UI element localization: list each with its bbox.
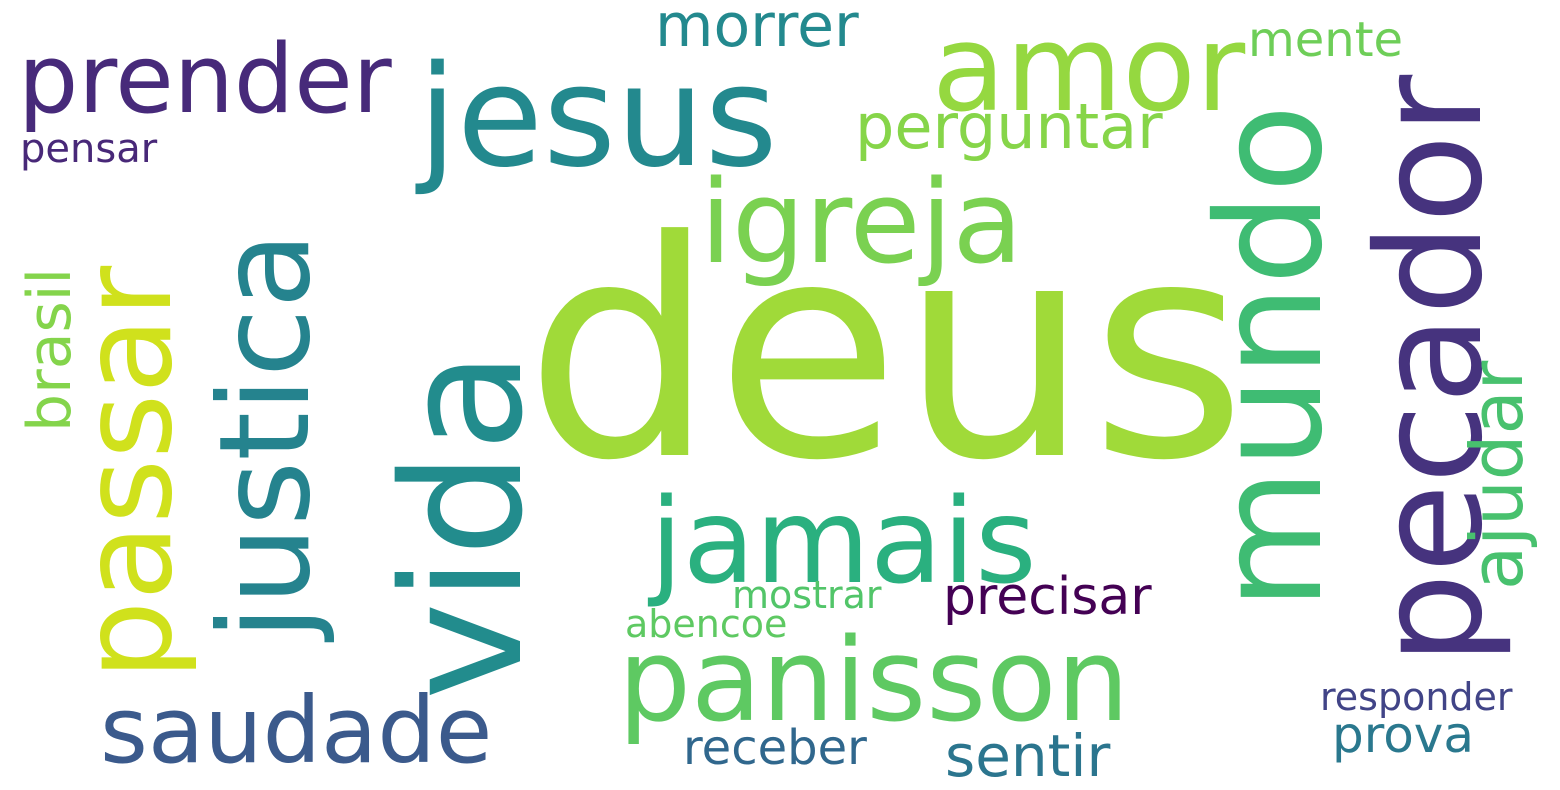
word-amor: amor <box>932 0 1246 139</box>
word-pecador: pecador <box>1346 74 1515 665</box>
word-passar: passar <box>55 265 200 680</box>
word-panisson: panisson <box>618 614 1129 748</box>
word-responder: responder <box>1320 675 1513 719</box>
word-sentir: sentir <box>945 722 1111 790</box>
word-brasil: brasil <box>15 268 85 432</box>
word-jesus: jesus <box>415 36 778 199</box>
word-igreja: igreja <box>700 156 1023 290</box>
word-perguntar: perguntar <box>855 90 1163 163</box>
word-mente: mente <box>1248 12 1403 68</box>
word-pensar: pensar <box>20 126 158 172</box>
word-precisar: precisar <box>943 567 1152 627</box>
word-prender: prender <box>18 25 393 135</box>
word-justica: justica <box>193 232 338 643</box>
word-deus: deus <box>525 177 1246 526</box>
word-vida: vida <box>367 351 559 700</box>
word-prova: prova <box>1332 706 1474 764</box>
word-abencoe: abencoe <box>625 602 787 646</box>
word-jamais: jamais <box>647 472 1037 610</box>
word-morrer: morrer <box>655 0 859 61</box>
word-mostrar: mostrar <box>732 573 882 617</box>
word-ajudar: ajudar <box>1455 360 1539 590</box>
word-mundo: mundo <box>1186 104 1355 610</box>
word-saudade: saudade <box>100 677 492 784</box>
word-receber: receber <box>683 720 867 776</box>
